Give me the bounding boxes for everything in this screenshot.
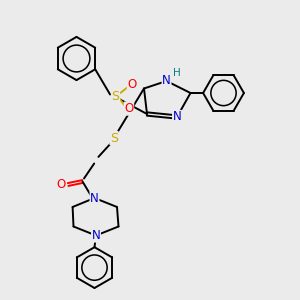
Text: O: O (124, 102, 134, 115)
Text: N: N (92, 229, 100, 242)
Text: N: N (172, 110, 182, 124)
Text: N: N (90, 191, 99, 205)
Text: S: S (110, 131, 118, 145)
Text: O: O (57, 178, 66, 191)
Text: O: O (128, 78, 136, 91)
Text: H: H (173, 68, 181, 78)
Text: N: N (162, 74, 171, 88)
Text: S: S (112, 89, 119, 103)
